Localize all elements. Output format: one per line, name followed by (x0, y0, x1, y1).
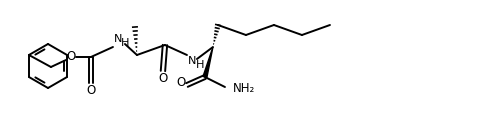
Text: N: N (114, 34, 123, 44)
Text: H: H (196, 60, 205, 70)
Text: N: N (188, 56, 196, 66)
Text: NH₂: NH₂ (233, 83, 255, 95)
Text: H: H (121, 38, 129, 48)
Polygon shape (203, 47, 213, 78)
Text: O: O (66, 51, 76, 63)
Text: O: O (158, 71, 168, 84)
Text: O: O (176, 76, 185, 90)
Text: O: O (86, 83, 95, 96)
